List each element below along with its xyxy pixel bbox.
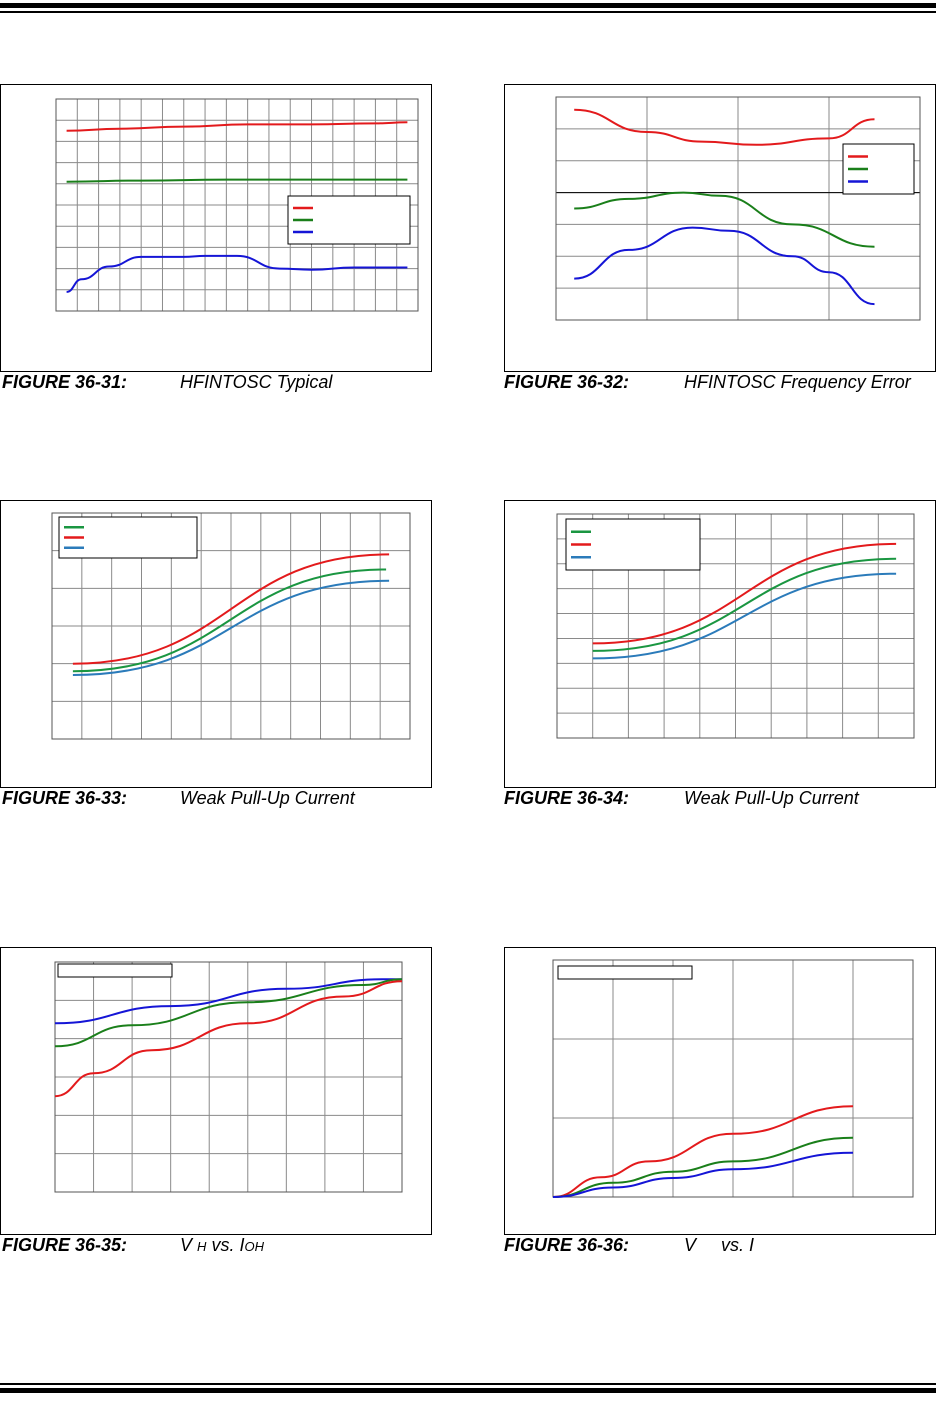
top-rule-thick (0, 3, 936, 8)
figure-title-vs: vs. I (211, 1235, 245, 1255)
figure-title: HFINTOSC Frequency Error (684, 372, 911, 392)
chart-panel-36-33 (0, 500, 432, 788)
figure-title: Weak Pull-Up Current (180, 788, 355, 808)
plot-area-frame (556, 513, 915, 739)
series-line-1 (54, 978, 402, 1025)
figure-title: V H vs. IOH (180, 1235, 264, 1256)
figure-caption-36-36: FIGURE 36-36: V vs. I (504, 1235, 754, 1256)
chart-svg-36-36 (552, 959, 914, 1198)
figure-caption-36-31: FIGURE 36-31: HFINTOSC Typical (2, 372, 332, 393)
figure-number: FIGURE 36-34: (504, 788, 630, 808)
series-line-3 (54, 980, 403, 1098)
series-line-3 (72, 579, 390, 676)
series-line-2 (54, 978, 403, 1048)
figure-title-vs: vs. I (721, 1235, 755, 1255)
plot-area-frame (552, 959, 914, 1198)
figure-number: FIGURE 36-33: (2, 788, 128, 808)
plot-area-frame (555, 96, 921, 321)
figure-title-main: V (684, 1235, 697, 1255)
figure-title-subscript-2: OH (244, 1239, 264, 1254)
series-line-3 (552, 1151, 854, 1198)
legend-box (57, 963, 173, 978)
series-line-2 (592, 542, 897, 645)
chart-panel-36-32 (504, 84, 936, 372)
figure-number: FIGURE 36-31: (2, 372, 128, 392)
series-line-2 (66, 178, 408, 183)
plot-area-frame (54, 961, 403, 1193)
bottom-rule-thick (0, 1388, 936, 1393)
series-line-1 (574, 108, 875, 146)
series-line-3 (66, 254, 408, 293)
chart-panel-36-35 (0, 947, 432, 1235)
figure-caption-36-32: FIGURE 36-32: HFINTOSC Frequency Error (504, 372, 911, 393)
series-line-1 (66, 121, 408, 132)
series-line-2 (574, 191, 875, 248)
series-line-1 (552, 1105, 854, 1198)
figure-number: FIGURE 36-32: (504, 372, 630, 392)
figure-title: V vs. I (684, 1235, 754, 1256)
chart-svg-36-34 (556, 513, 915, 739)
chart-panel-36-34 (504, 500, 936, 788)
chart-panel-36-31 (0, 84, 432, 372)
figure-number: FIGURE 36-35: (2, 1235, 128, 1255)
series-line-3 (574, 226, 875, 306)
bottom-rule-thin (0, 1383, 936, 1385)
chart-svg-36-33 (51, 512, 411, 740)
figure-title: Weak Pull-Up Current (684, 788, 859, 808)
series-line-3 (592, 572, 897, 660)
figure-caption-36-35: FIGURE 36-35: V H vs. IOH (2, 1235, 264, 1256)
series-line-1 (72, 568, 387, 673)
figure-title: HFINTOSC Typical (180, 372, 333, 392)
chart-svg-36-32 (555, 96, 921, 321)
figure-number: FIGURE 36-36: (504, 1235, 630, 1255)
series-line-2 (552, 1136, 854, 1198)
chart-svg-36-35 (54, 961, 403, 1193)
series-line-2 (72, 553, 390, 665)
figure-caption-36-34: FIGURE 36-34: Weak Pull-Up Current (504, 788, 859, 809)
legend-box (557, 965, 693, 980)
top-rule-thin (0, 11, 936, 13)
figure-title-main: V (180, 1235, 193, 1255)
series-line-1 (592, 557, 897, 652)
figure-caption-36-33: FIGURE 36-33: Weak Pull-Up Current (2, 788, 355, 809)
plot-area-frame (55, 98, 419, 312)
chart-panel-36-36 (504, 947, 936, 1235)
plot-area-frame (51, 512, 411, 740)
chart-svg-36-31 (55, 98, 419, 312)
figure-title-subscript: H (197, 1239, 207, 1254)
